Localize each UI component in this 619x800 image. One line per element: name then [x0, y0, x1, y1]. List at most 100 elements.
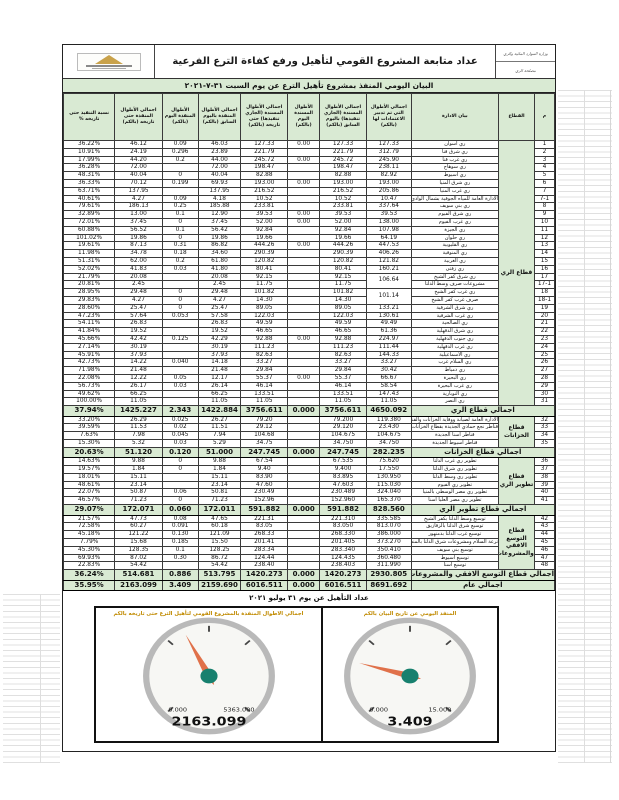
assigned-prev-day: 127.33	[319, 140, 367, 149]
grand-total-value: 2159.690	[197, 579, 242, 592]
administration: ري القليوبية	[410, 241, 500, 251]
assigned-to-date: 33.27	[240, 358, 289, 368]
credits-total: 11.05	[365, 397, 412, 407]
administration: ري حلوان	[410, 233, 500, 243]
section-total-value: 172.011	[197, 504, 242, 516]
assigned-prev-day: 10.52	[319, 194, 367, 204]
executed-today	[161, 480, 199, 490]
table-row: 18 ري غرب كفر الشيخ 101.14 101.82 101.82 29.4…	[62, 288, 556, 305]
table-row: 11 ري الجيزة 107.98 92.84 92.84 56.42 0.1 56.52…	[62, 225, 556, 235]
execution-pct: 22.08%	[62, 373, 116, 383]
administration: توسيع اسنا	[410, 561, 500, 571]
administration: ري شرق الفيوم	[410, 210, 500, 219]
row-number: 17	[533, 272, 556, 282]
row-number: 42	[533, 514, 556, 524]
executed-today: 0.03	[161, 438, 199, 448]
assigned-prev-day: 14.30	[319, 295, 367, 305]
execution-pct: 28.60%	[62, 303, 116, 313]
executed-today: 0	[161, 217, 199, 227]
execution-pct: 28.95%	[62, 288, 116, 297]
executed-prev-day: 46.03	[197, 140, 242, 149]
executed-prev-day: 2.45	[197, 280, 242, 290]
executed-today	[161, 327, 199, 336]
assigned-to-date: 201.41	[240, 537, 289, 547]
executed-today: 0	[161, 171, 199, 180]
executed-prev-day: 30.19	[197, 342, 242, 352]
execution-pct: 14.63%	[62, 457, 116, 467]
table-row: 42 قطاع التوسع الافقي والمشروعات توسيع وسط…	[62, 514, 556, 571]
administration: توسيع شرق الدلتا بالزقازيق	[410, 522, 500, 532]
credits-total: 34.750	[365, 438, 412, 448]
credits-total: 312.79	[365, 147, 412, 157]
pyramid-icon	[94, 54, 123, 64]
executed-to-date: 70.12	[114, 178, 163, 188]
assigned-to-date: 193.00	[240, 178, 289, 188]
execution-pct: 29.83%	[62, 295, 116, 305]
executed-to-date: 14.22	[114, 358, 163, 368]
row-number: 1	[533, 140, 556, 149]
assigned-prev-day: 124.435	[319, 553, 367, 563]
col-header: اجمالي الأطوال المسندة (الجاري تنفيذها) …	[319, 93, 367, 141]
executed-prev-day: 69.93	[197, 178, 242, 188]
execution-pct: 11.98%	[62, 249, 116, 258]
assigned-today	[287, 319, 321, 329]
administration: ري بني سويف	[410, 202, 500, 212]
executed-today	[161, 342, 199, 352]
table-row: 7 ري غرب المنيا 205.86 216.52 216.52 137.95 13…	[62, 186, 556, 196]
executed-prev-day: 34.60	[197, 249, 242, 258]
assigned-prev-day: 46.14	[319, 381, 367, 391]
executed-prev-day: 29.48	[197, 288, 242, 297]
col-header: اجمالي الأطوال المسندة (الجاري تنفيذها) …	[240, 93, 289, 141]
execution-pct: 18.01%	[62, 472, 116, 482]
assigned-prev-day: 120.82	[319, 256, 367, 266]
assigned-prev-day: 49.59	[319, 319, 367, 329]
executed-today: 0.09	[161, 194, 199, 204]
execution-pct: 39.59%	[62, 423, 116, 433]
row-number: 7	[533, 186, 556, 196]
report-title: عداد متابعة المشروع القومي لتأهيل ورفع ك…	[172, 56, 478, 67]
executed-prev-day: 61.80	[197, 256, 242, 266]
section-total-value: 514.681	[114, 569, 163, 581]
report-table: م القطاع بيان الادارة اجمالي الأطوال التي ت…	[62, 93, 556, 592]
administration: ري شرق المنيا	[410, 178, 500, 188]
executed-prev-day: 128.25	[197, 545, 242, 555]
executed-prev-day: 20.08	[197, 272, 242, 282]
execution-pct: 21.57%	[62, 514, 116, 524]
counter-caption: عداد التأهيل عن يوم ٣١ يوليو ٢٠٢١	[249, 593, 369, 602]
table-row: 37 تطوير ري شرق الدلتا 17.550 9.400 9.40 1.84…	[62, 465, 556, 474]
assigned-to-date: 152.96	[240, 496, 289, 506]
credits-total: 39.53	[365, 210, 412, 219]
assigned-to-date: 19.66	[240, 233, 289, 243]
gauge-tick	[243, 639, 251, 645]
assigned-today	[287, 553, 321, 563]
table-row: 38 تطوير ري وسط الدلتا 130.950 83.895 83.90 1…	[62, 472, 556, 482]
credits-total: 335.585	[365, 514, 412, 524]
gauge-hub	[199, 668, 218, 684]
assigned-to-date: 290.39	[240, 249, 289, 258]
table-row: 29 ري غرب البحيرة 58.54 46.14 46.14 26.14 0.03…	[62, 381, 556, 391]
assigned-today	[287, 496, 321, 506]
administration: تطوير ري الفيوم	[410, 480, 500, 490]
table-row: 39 تطوير ري الفيوم 115.030 47.603 47.60 23.14…	[62, 480, 556, 490]
assigned-today	[287, 171, 321, 180]
assigned-prev-day: 83.050	[319, 522, 367, 532]
administration: ري النصر	[410, 397, 500, 407]
administration: ري شرق الدقهلية	[410, 327, 500, 336]
assigned-today	[287, 249, 321, 258]
executed-to-date: 34.78	[114, 249, 163, 258]
executed-prev-day: 23.89	[197, 147, 242, 157]
section-total-value: 20.63%	[62, 446, 116, 459]
executed-to-date: 24.19	[114, 147, 163, 157]
section-total-value: 51.120	[114, 446, 163, 459]
grand-total-value: 0.000	[287, 579, 321, 592]
administration: ري غرب البحيرة	[410, 381, 500, 391]
assigned-to-date: 67.54	[240, 457, 289, 467]
credits-total: 193.00	[365, 178, 412, 188]
executed-today: 0	[161, 496, 199, 506]
administration: ري اسوان	[410, 140, 500, 149]
assigned-prev-day: 29.120	[319, 423, 367, 433]
executed-to-date: 56.52	[114, 225, 163, 235]
assigned-today	[287, 423, 321, 433]
section-total-value: 591.882	[240, 504, 289, 516]
assigned-to-date: 124.44	[240, 553, 289, 563]
